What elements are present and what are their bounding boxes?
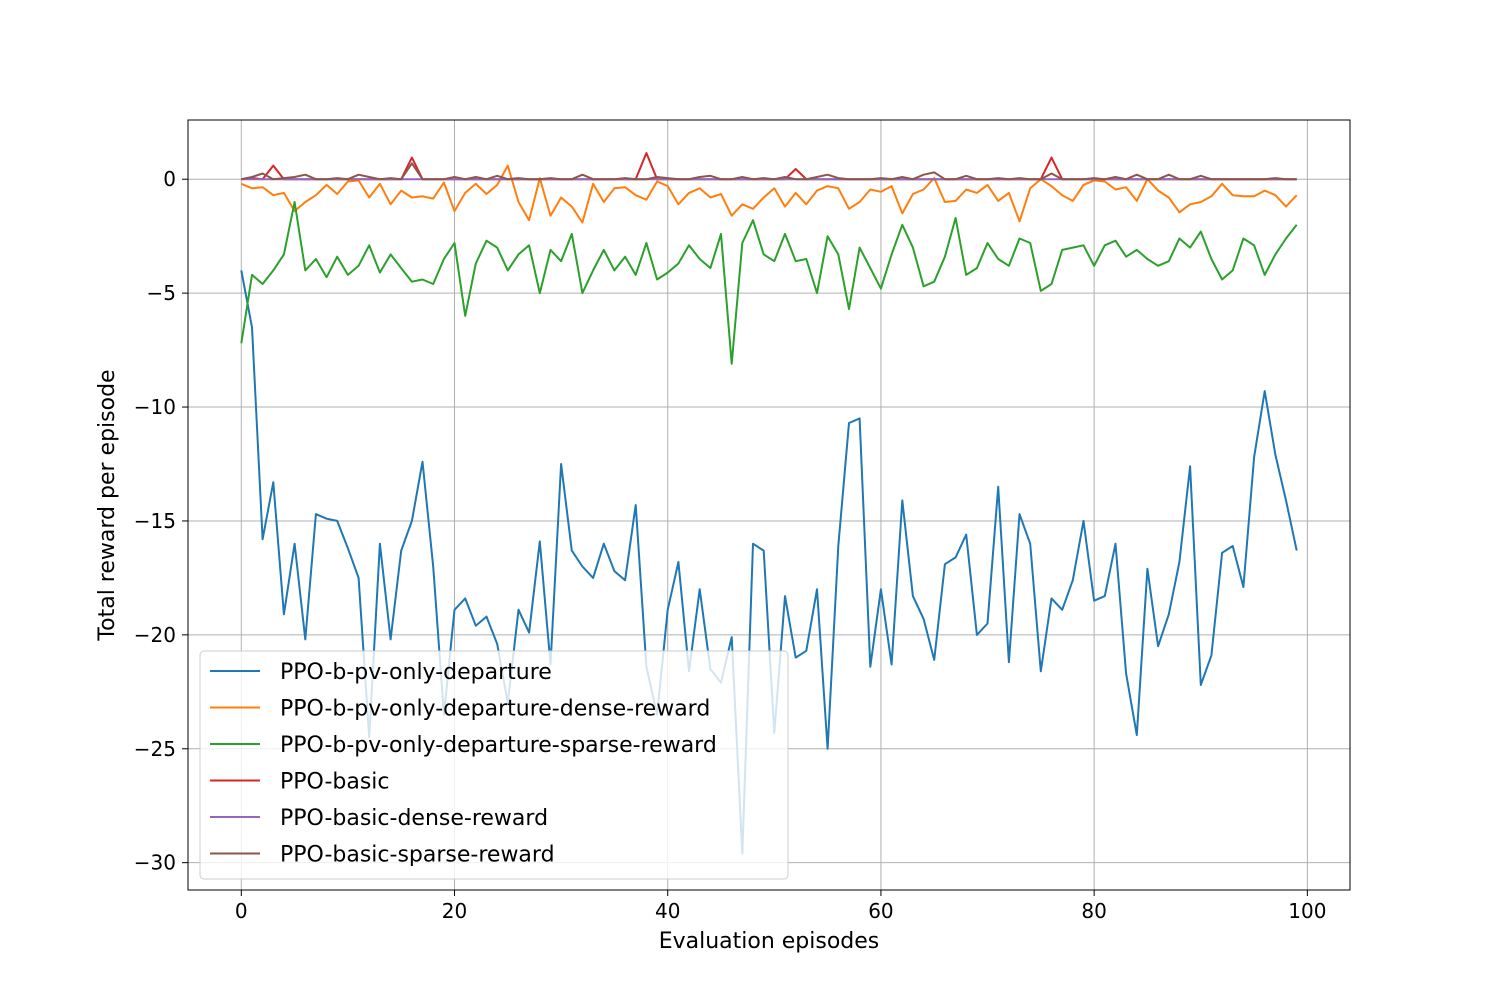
y-tick-label: −20 <box>134 623 176 647</box>
y-tick-label: −15 <box>134 509 176 533</box>
x-tick-label: 60 <box>868 899 893 923</box>
y-tick-label: −10 <box>134 395 176 419</box>
series-line-5 <box>241 162 1297 181</box>
axis-ticks: 0 20 40 60 80 100 0 −5 −10 −15 −20 −25 −30 <box>134 167 1327 923</box>
legend-entry-label: PPO-basic-dense-reward <box>280 806 548 831</box>
y-tick-label: 0 <box>163 167 176 191</box>
y-tick-label: −5 <box>147 281 176 305</box>
series-line-2 <box>240 201 1298 365</box>
legend: PPO-b-pv-only-departure PPO-b-pv-only-dep… <box>199 650 789 880</box>
x-axis-label: Evaluation episodes <box>659 929 880 954</box>
series-line-1 <box>240 164 1298 224</box>
legend-box <box>199 650 789 880</box>
x-tick-label: 100 <box>1288 899 1326 923</box>
legend-entry-label: PPO-basic-sparse-reward <box>280 843 555 868</box>
legend-entry-label: PPO-b-pv-only-departure <box>280 660 552 685</box>
x-tick-label: 20 <box>442 899 467 923</box>
x-tick-label: 40 <box>655 899 680 923</box>
x-tick-label: 80 <box>1081 899 1106 923</box>
y-axis-label: Total reward per episode <box>95 369 120 641</box>
legend-entry-label: PPO-b-pv-only-departure-dense-reward <box>280 697 710 722</box>
legend-entry-label: PPO-basic <box>280 770 390 795</box>
y-tick-label: −25 <box>134 737 176 761</box>
y-tick-label: −30 <box>134 851 176 875</box>
x-tick-label: 0 <box>235 899 248 923</box>
plot-area-frame <box>187 119 1351 891</box>
series-line-0 <box>240 270 1298 855</box>
legend-entry-label: PPO-b-pv-only-departure-sparse-reward <box>280 733 717 758</box>
series-lines <box>240 152 1298 855</box>
